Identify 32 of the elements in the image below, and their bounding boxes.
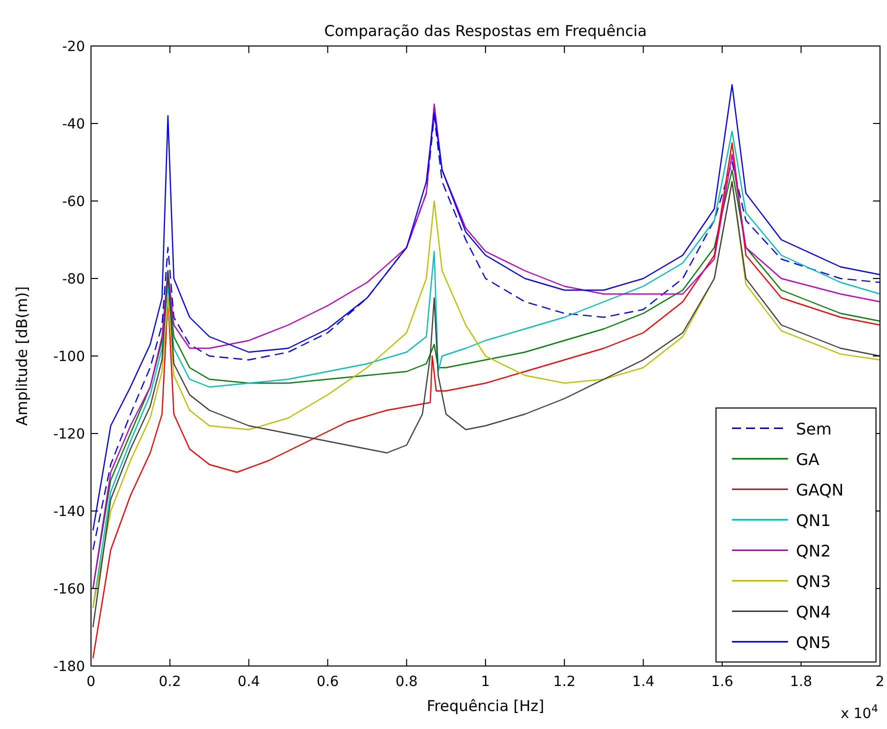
y-tick-label: -80	[62, 272, 85, 288]
y-tick-label: -180	[53, 659, 85, 675]
text: x 10$^{4}$	[840, 703, 878, 722]
x-tick-label: 1.2	[553, 674, 576, 690]
x-tick-label: 1.4	[632, 674, 655, 690]
legend-label: GA	[796, 450, 820, 469]
legend-label: QN5	[796, 632, 831, 652]
x-axis-title: Frequência [Hz]	[426, 697, 544, 715]
y-tick-label: -120	[53, 426, 85, 442]
chart-title: Comparação das Respostas em Frequência	[324, 22, 647, 40]
x-tick-label: 1.8	[790, 674, 812, 690]
legend-label: QN1	[796, 510, 831, 530]
legend-label: Sem	[796, 419, 832, 438]
y-tick-label: -40	[62, 116, 85, 132]
legend-label: GAQN	[796, 480, 844, 500]
legend-label: QN3	[796, 572, 831, 591]
x-tick-label: 1	[481, 674, 490, 690]
x-tick-label: 0.2	[158, 674, 182, 690]
x-tick-label: 0	[86, 674, 96, 690]
y-axis-title: Amplitude [dB(m)]	[13, 286, 31, 426]
y-tick-label: -140	[53, 504, 85, 520]
y-tick-label: -160	[53, 582, 85, 598]
x-tick-label: 0.4	[238, 674, 260, 690]
legend-label: QN4	[796, 602, 831, 622]
x-tick-label: 2	[876, 674, 884, 690]
x-tick-label: 1.6	[711, 674, 734, 690]
y-tick-label: -100	[53, 349, 85, 365]
x-tick-label: 0.8	[395, 674, 418, 690]
y-tick-label: -20	[62, 39, 85, 55]
legend-label: QN2	[796, 541, 831, 560]
y-tick-label: -60	[62, 194, 85, 210]
x-tick-label: 0.6	[316, 674, 339, 690]
